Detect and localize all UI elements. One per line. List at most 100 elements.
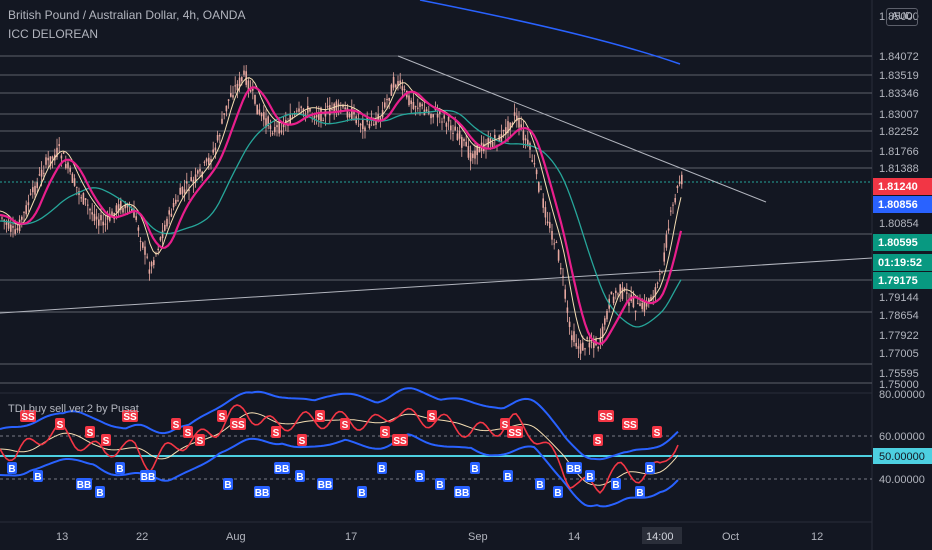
time-label: 14:00	[646, 531, 674, 543]
sell-signal	[340, 418, 350, 430]
ascending-trendline[interactable]	[0, 257, 873, 314]
candle-body	[469, 152, 472, 162]
price-label: 1.84072	[879, 51, 919, 63]
white-ma-line	[0, 77, 682, 342]
candle-body	[205, 158, 208, 162]
currency-button[interactable]: AUD	[886, 8, 918, 26]
candle-body	[14, 229, 16, 234]
candle-body	[648, 298, 650, 302]
candle-body	[120, 201, 122, 211]
candle-body	[65, 164, 67, 169]
candle-body	[500, 134, 503, 143]
sell-signal	[297, 434, 307, 446]
candle-body	[447, 116, 450, 122]
tdi-axis-label: 50.00000	[879, 451, 925, 463]
buy-signal-label: BB	[77, 480, 91, 491]
candle-body	[403, 89, 406, 91]
candle-body	[45, 157, 47, 165]
descending-trendline[interactable]	[397, 55, 767, 203]
sell-signal-label: SS	[623, 420, 637, 431]
buy-signal-label: B	[646, 464, 653, 475]
tdi-axis-label: 80.00000	[879, 389, 925, 401]
candle-body	[373, 124, 375, 126]
tdi-title[interactable]: TDI buy sell ver.2 by Pusat	[8, 403, 139, 415]
candle-body	[386, 99, 388, 101]
buy-signal	[585, 470, 595, 482]
candle-body	[619, 284, 621, 294]
price-axis[interactable]: 1.85000 1.84072 1.83519 1.83346 1.83007 1.822…	[879, 11, 919, 391]
candle-body	[410, 100, 412, 104]
candle-body	[144, 246, 146, 255]
candle-body	[348, 114, 351, 118]
candle-body	[271, 133, 274, 135]
candle-body	[56, 147, 58, 158]
candle-body	[408, 95, 410, 106]
candle-body	[395, 84, 397, 88]
time-label: 22	[136, 531, 148, 543]
buy-signal	[470, 462, 480, 474]
buy-signal	[377, 462, 387, 474]
buy-signal-label: B	[96, 488, 103, 499]
candle-body	[170, 213, 173, 217]
time-axis[interactable]: 13 22 Aug 17 Sep 14 14:00 Oct 12	[56, 527, 823, 544]
candle-body	[131, 208, 133, 212]
buy-signal-label: B	[554, 488, 561, 499]
time-label: Aug	[226, 531, 246, 543]
sell-signal	[315, 410, 325, 422]
candle-body	[546, 221, 549, 224]
candle-body	[645, 300, 648, 307]
sell-signal	[598, 410, 614, 422]
candle-body	[179, 187, 181, 195]
candle-body	[58, 144, 60, 146]
time-label: 13	[56, 531, 68, 543]
tdi-signal-markers: SSSSSSSSSSSSSSSSSSSSSSSSSSSSSSBBBBBBBBBB…	[7, 410, 662, 499]
main-pane[interactable]	[0, 0, 872, 392]
buy-signal-label: B	[636, 488, 643, 499]
candle-body	[161, 230, 164, 239]
candle-body	[236, 83, 239, 91]
candle-body	[188, 189, 190, 191]
candle-body	[632, 297, 635, 308]
candle-body	[529, 143, 531, 150]
candle-body	[109, 213, 111, 221]
candle-body	[661, 272, 663, 274]
candle-body	[337, 103, 340, 107]
candle-body	[397, 81, 399, 86]
candle-body	[535, 169, 538, 175]
candle-body	[549, 222, 551, 229]
price-label: 1.81388	[879, 163, 919, 175]
candle-body	[419, 102, 421, 107]
sell-signal	[20, 410, 36, 422]
sell-signal	[593, 434, 603, 446]
sell-signal-label: S	[595, 436, 602, 447]
candle-body	[227, 99, 230, 101]
candle-body	[69, 167, 71, 172]
buy-signal	[635, 486, 645, 498]
price-label: 1.80854	[879, 218, 919, 230]
candle-body	[612, 296, 615, 304]
tdi-axis[interactable]: 80.00000 60.00000 50.00000 40.00000	[873, 389, 932, 486]
candle-body	[601, 326, 604, 338]
candle-body	[155, 252, 157, 254]
candle-body	[445, 122, 448, 127]
candle-body	[216, 134, 219, 141]
chart-title[interactable]: British Pound / Australian Dollar, 4h, O…	[8, 8, 246, 22]
candle-body	[3, 219, 5, 221]
price-badge-label: 1.81240	[878, 181, 918, 193]
candle-body	[379, 117, 382, 120]
candle-body	[353, 110, 355, 115]
buy-signal-label: B	[378, 464, 385, 475]
buy-signal	[254, 486, 270, 498]
sell-signal-label: SS	[21, 412, 35, 423]
candle-body	[615, 290, 617, 294]
candle-body	[342, 104, 344, 108]
candle-body	[265, 118, 267, 128]
candle-body	[417, 107, 419, 109]
indicator-title[interactable]: ICC DELOREAN	[8, 27, 99, 41]
price-badge-label: 1.79175	[878, 275, 918, 287]
candle-body	[269, 125, 272, 130]
candle-body	[62, 151, 65, 154]
sell-signal	[427, 410, 437, 422]
time-cursor-badge	[642, 527, 682, 544]
